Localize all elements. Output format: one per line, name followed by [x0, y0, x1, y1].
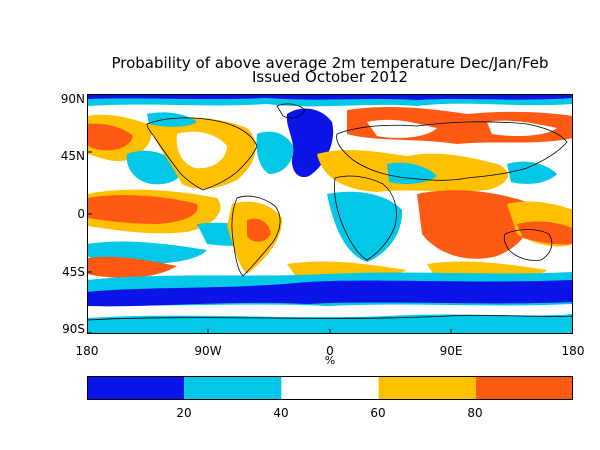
- lon-label-90e: 90E: [439, 344, 463, 358]
- region-indianocean-veryhigh: [417, 190, 531, 259]
- region-europe-normal: [367, 119, 437, 138]
- lat-label-90s: 90S: [62, 322, 85, 336]
- region-tpac-veryhigh: [87, 195, 198, 224]
- colorbar-bin-20-40: [184, 376, 282, 400]
- map-ticks: [87, 93, 452, 334]
- lat-label-90n: 90N: [60, 92, 85, 106]
- map-title: Probability of above average 2m temperat…: [111, 54, 549, 72]
- region-arabia-low: [387, 162, 437, 184]
- region-npac-veryhigh: [87, 123, 133, 151]
- lat-label-0: 0: [77, 207, 85, 221]
- region-spac-veryhigh: [87, 256, 177, 278]
- lat-label-45s: 45S: [62, 265, 85, 279]
- region-asia-normal: [487, 120, 557, 136]
- probability-map: [86, 93, 574, 334]
- region-samerica-veryhigh: [247, 218, 271, 242]
- region-africa-low: [327, 191, 403, 262]
- lon-label-0: 0: [326, 344, 334, 358]
- map-subtitle: Issued October 2012: [251, 68, 409, 86]
- unit-label: %: [324, 354, 336, 367]
- colorbar-bin-40-60: [281, 376, 379, 400]
- colorbar-tick-60: 60: [370, 406, 386, 420]
- region-australia-veryhigh: [517, 221, 573, 245]
- region-namerica-normal: [176, 131, 227, 169]
- colorbar: [87, 376, 573, 400]
- region-southernocean-verylow: [87, 280, 573, 307]
- region-arctic-verylow: [87, 94, 573, 100]
- map-panel: [86, 93, 574, 334]
- region-canada-low: [147, 112, 197, 127]
- lon-label-180e: 180: [561, 344, 585, 358]
- coastlines: [86, 103, 574, 321]
- region-natlantic-low: [256, 131, 294, 174]
- colorbar-tick-20: 20: [176, 406, 192, 420]
- colorbar-bin-80-100: [475, 376, 573, 400]
- colorbar-tick-80: 80: [467, 406, 483, 420]
- colorbar-tick-40: 40: [273, 406, 289, 420]
- colorbar-bin-0-20: [87, 376, 185, 400]
- lon-label-180w: 180: [75, 344, 99, 358]
- lon-label-90w: 90W: [194, 344, 222, 358]
- colorbar-frame: [87, 376, 573, 400]
- region-easia-low: [507, 161, 557, 184]
- colorbar-bin-60-80: [378, 376, 476, 400]
- lat-label-45n: 45N: [60, 149, 85, 163]
